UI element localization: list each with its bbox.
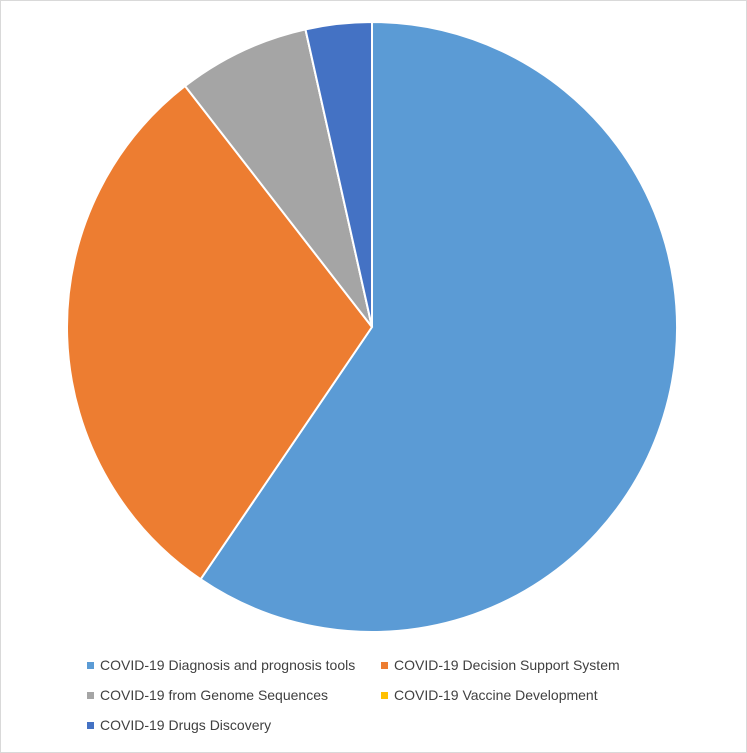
legend-label-diagnosis: COVID-19 Diagnosis and prognosis tools xyxy=(100,657,356,673)
legend-item-drugs: COVID-19 Drugs Discovery xyxy=(87,717,271,733)
legend-item-diagnosis: COVID-19 Diagnosis and prognosis tools xyxy=(87,657,355,673)
pie-slice-1 xyxy=(66,84,374,581)
legend-label-genome: COVID-19 from Genome Sequences xyxy=(100,687,328,703)
legend-swatch-decision-support xyxy=(381,661,388,669)
legend-swatch-drugs xyxy=(87,721,94,729)
legend-label-drugs: COVID-19 Drugs Discovery xyxy=(100,717,272,733)
pie-slice-4 xyxy=(304,20,373,328)
legend-swatch-diagnosis xyxy=(87,661,94,669)
legend-item-vaccine: COVID-19 Vaccine Development xyxy=(381,687,598,703)
legend-swatch-vaccine xyxy=(381,691,388,699)
pie-slice-2 xyxy=(183,28,373,328)
legend-swatch-genome xyxy=(87,691,94,699)
legend-item-genome: COVID-19 from Genome Sequences xyxy=(87,687,328,703)
legend-label-decision-support: COVID-19 Decision Support System xyxy=(394,657,620,673)
pie-slice-0 xyxy=(199,20,678,633)
legend-label-vaccine: COVID-19 Vaccine Development xyxy=(394,687,598,703)
pie-chart xyxy=(66,20,678,633)
legend-item-decision-support: COVID-19 Decision Support System xyxy=(381,657,620,673)
